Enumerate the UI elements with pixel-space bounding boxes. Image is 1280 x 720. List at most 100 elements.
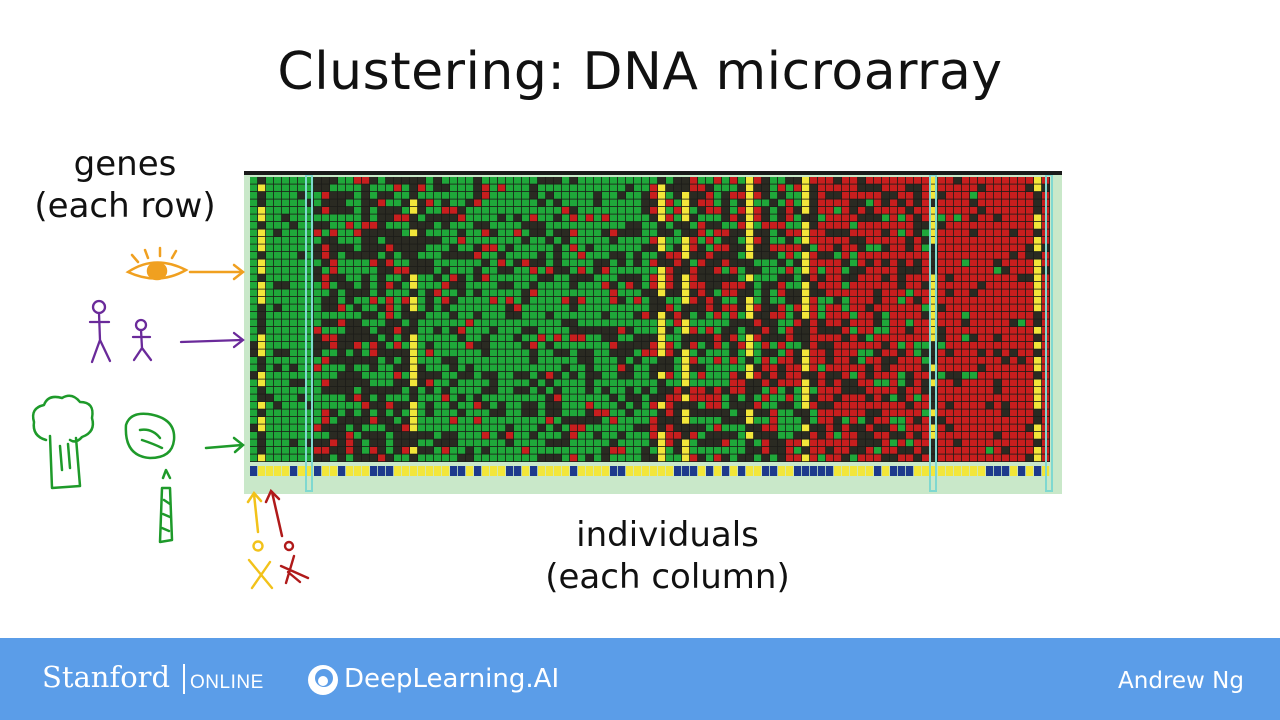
- heatmap-cell: [794, 267, 802, 274]
- heatmap-cell: [970, 192, 978, 199]
- heatmap-cell: [834, 387, 842, 394]
- heatmap-cell: [274, 229, 282, 237]
- heatmap-cell: [266, 312, 274, 319]
- heatmap-cell: [418, 274, 426, 282]
- heatmap-cell: [386, 409, 394, 417]
- heatmap-cell: [538, 334, 546, 342]
- heatmap-cell: [714, 282, 722, 289]
- heatmap-cell: [386, 214, 394, 222]
- heatmap-cell: [730, 289, 738, 297]
- heatmap-cell: [386, 402, 394, 409]
- heatmap-cell: [402, 214, 410, 222]
- heatmap-cell: [378, 244, 386, 252]
- heatmap-cell: [922, 199, 930, 207]
- heatmap-cell: [754, 319, 762, 327]
- heatmap-cell: [794, 207, 802, 214]
- heatmap-cell: [978, 214, 986, 222]
- heatmap-cell: [762, 394, 770, 402]
- heatmap-cell: [434, 409, 442, 417]
- heatmap-cell: [866, 312, 874, 319]
- heatmap-cell: [618, 394, 626, 402]
- heatmap-cell: [954, 364, 962, 372]
- heatmap-cell: [746, 192, 754, 199]
- heatmap-cell: [450, 349, 458, 357]
- heatmap-cell: [842, 274, 850, 282]
- heatmap-cell: [322, 229, 330, 237]
- heatmap-cell: [874, 237, 882, 244]
- heatmap-cell: [386, 192, 394, 199]
- heatmap-cell: [458, 447, 466, 454]
- heatmap-cell: [354, 184, 362, 192]
- heatmap-cell: [674, 282, 682, 289]
- heatmap-cell: [474, 364, 482, 372]
- heatmap-cell: [682, 432, 690, 439]
- heatmap-cell: [482, 372, 490, 379]
- heatmap-cell: [346, 319, 354, 327]
- heatmap-cell: [1002, 229, 1010, 237]
- heatmap-cell: [938, 357, 946, 364]
- heatmap-cell: [650, 432, 658, 439]
- heatmap-cell: [1026, 207, 1034, 214]
- heatmap-cell: [1034, 222, 1042, 229]
- heatmap-cell: [834, 282, 842, 289]
- heatmap-cell: [1026, 282, 1034, 289]
- heatmap-cell: [954, 184, 962, 192]
- heatmap-cell: [666, 289, 674, 297]
- heatmap-cell: [810, 357, 818, 364]
- heatmap-cell: [762, 192, 770, 199]
- heatmap-cell: [690, 177, 698, 184]
- heatmap-cell: [1018, 229, 1026, 237]
- heatmap-cell: [946, 432, 954, 439]
- heatmap-cell: [954, 267, 962, 274]
- heatmap-cell: [266, 372, 274, 379]
- heatmap-cell: [346, 454, 354, 462]
- heatmap-cell: [586, 319, 594, 327]
- heatmap-cell: [682, 184, 690, 192]
- heatmap-cell: [698, 424, 706, 432]
- heatmap-label-strip-cell: [1026, 466, 1034, 476]
- heatmap-cell: [986, 334, 994, 342]
- heatmap-cell: [354, 394, 362, 402]
- heatmap-cell: [874, 447, 882, 454]
- heatmap-cell: [466, 424, 474, 432]
- heatmap-cell: [802, 327, 810, 334]
- heatmap-cell: [474, 372, 482, 379]
- heatmap-cell: [658, 357, 666, 364]
- heatmap-cell: [298, 387, 306, 394]
- heatmap-cell: [986, 364, 994, 372]
- heatmap-cell: [906, 417, 914, 424]
- heatmap-cell: [754, 327, 762, 334]
- heatmap-cell: [738, 342, 746, 349]
- heatmap-cell: [642, 214, 650, 222]
- heatmap-cell: [490, 312, 498, 319]
- heatmap-cell: [330, 454, 338, 462]
- heatmap-cell: [770, 357, 778, 364]
- heatmap-cell: [402, 372, 410, 379]
- heatmap-cell: [818, 454, 826, 462]
- heatmap-cell: [594, 394, 602, 402]
- heatmap-cell: [538, 312, 546, 319]
- heatmap-cell: [562, 432, 570, 439]
- heatmap-cell: [306, 192, 314, 199]
- heatmap-cell: [722, 364, 730, 372]
- heatmap-cell: [858, 297, 866, 304]
- heatmap-cell: [794, 447, 802, 454]
- heatmap-cell: [626, 409, 634, 417]
- heatmap-cell: [362, 297, 370, 304]
- heatmap-cell: [610, 394, 618, 402]
- heatmap-cell: [666, 439, 674, 447]
- heatmap-cell: [346, 334, 354, 342]
- heatmap-cell: [314, 319, 322, 327]
- heatmap-cell: [450, 357, 458, 364]
- heatmap-label-strip-cell: [530, 466, 538, 476]
- heatmap-cell: [338, 312, 346, 319]
- heatmap-cell: [946, 222, 954, 229]
- heatmap-cell: [474, 319, 482, 327]
- heatmap-cell: [610, 207, 618, 214]
- heatmap-cell: [770, 297, 778, 304]
- heatmap-cell: [858, 409, 866, 417]
- heatmap-cell: [378, 289, 386, 297]
- heatmap-cell: [322, 177, 330, 184]
- heatmap-cell: [802, 364, 810, 372]
- heatmap-label-strip-cell: [706, 466, 714, 476]
